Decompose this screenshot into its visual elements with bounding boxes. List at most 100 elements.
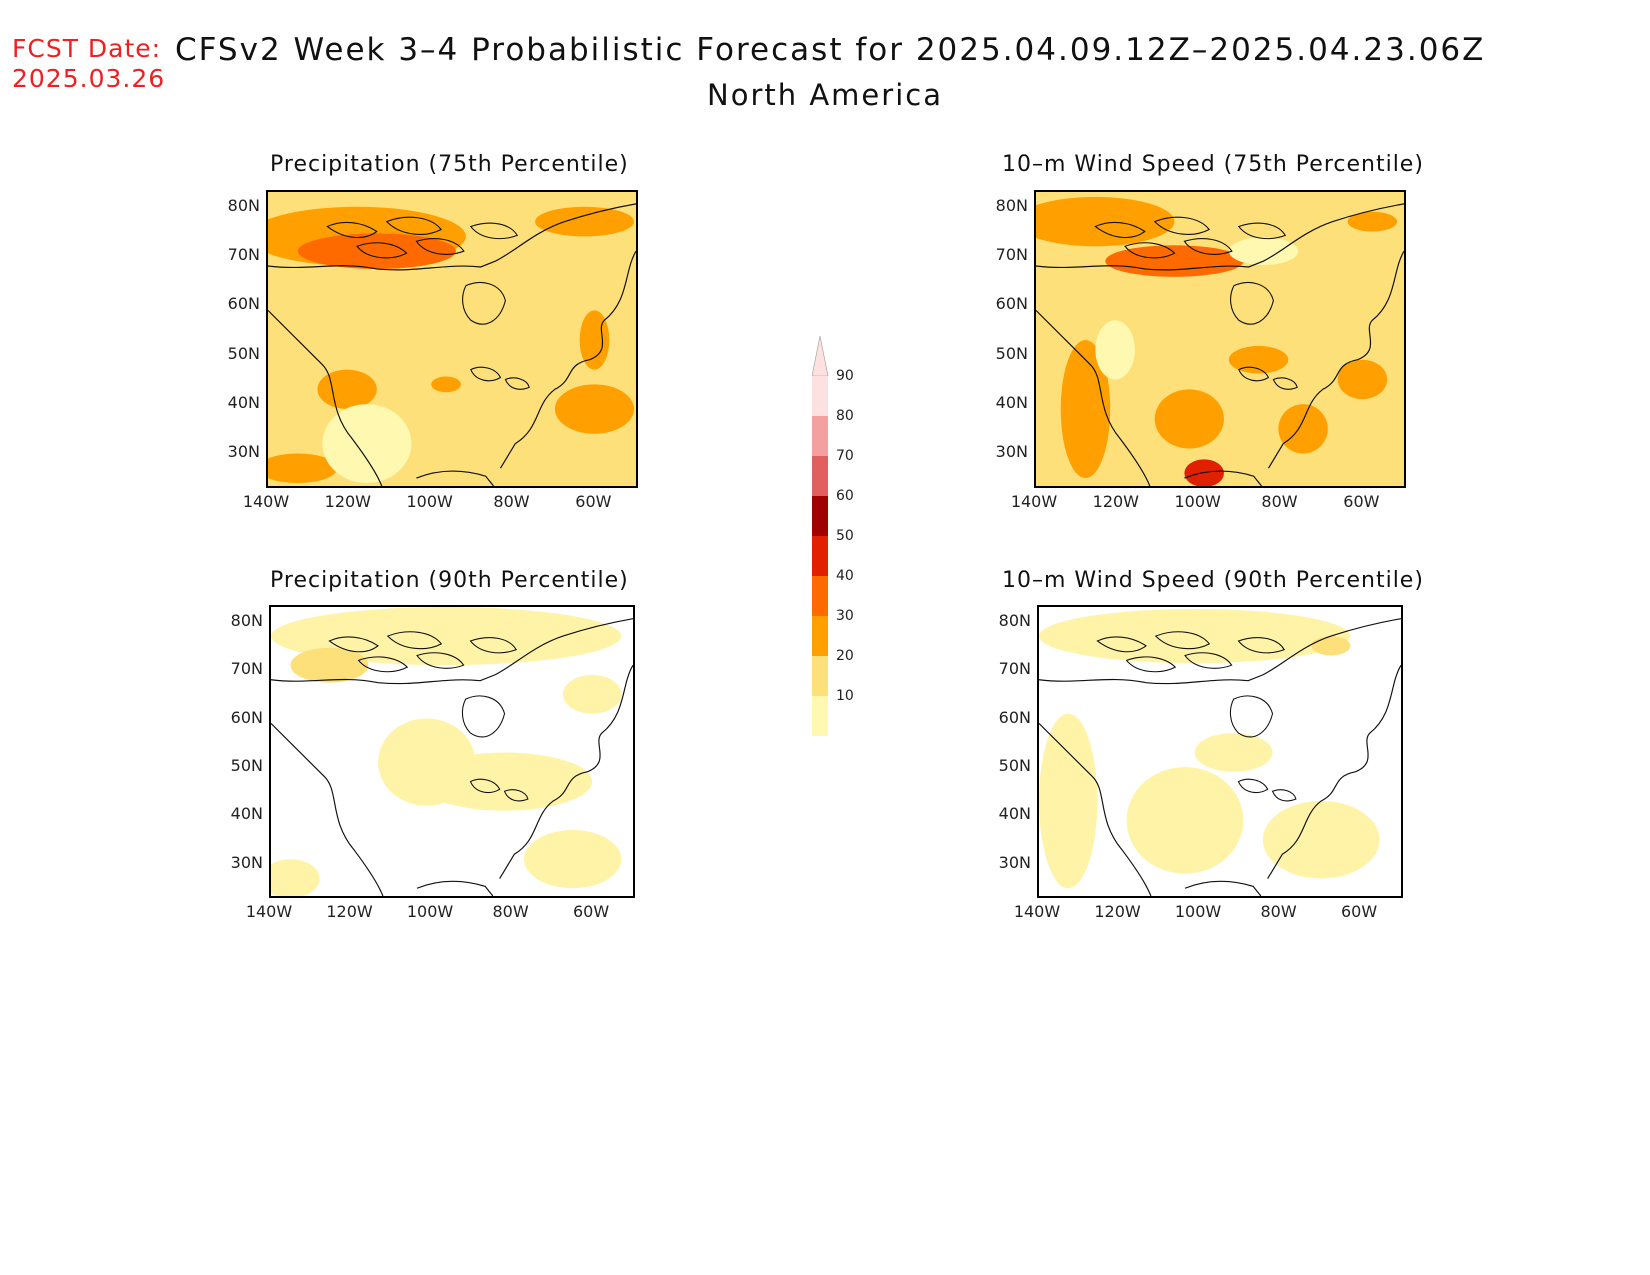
shading-region (290, 647, 369, 683)
shading-region (1228, 237, 1299, 266)
coastline (268, 203, 636, 486)
landmass-outline (1094, 221, 1146, 239)
landmass-outline (1229, 695, 1274, 738)
lat-tick-label: 70N (998, 659, 1031, 679)
map-graphic (1039, 607, 1401, 896)
shading-region (1060, 339, 1111, 479)
shading-region (1194, 733, 1273, 772)
lon-tick-label: 140W (1010, 492, 1058, 511)
lon-tick-label: 60W (572, 902, 610, 921)
lon-tick-label: 100W (1174, 902, 1222, 921)
colorbar-segment (812, 376, 828, 416)
colorbar-label: 90 (836, 368, 854, 384)
shading-region (554, 384, 635, 434)
landmass-outline (1237, 637, 1286, 654)
lat-tick-label: 50N (227, 343, 260, 363)
shading-region (1228, 345, 1289, 374)
colorbar-label: 10 (836, 688, 854, 704)
landmass-outline (1183, 238, 1233, 255)
panel-title: Precipitation (90th Percentile) (270, 568, 629, 593)
shading-region (271, 859, 320, 896)
landmass-outline (357, 656, 409, 673)
landmass-outline (386, 631, 443, 650)
colorbar-segment (812, 496, 828, 536)
lat-tick-label: 60N (230, 707, 263, 727)
landmass-outline (1153, 216, 1210, 235)
lat-tick-label: 60N (998, 707, 1031, 727)
map-precip-90 (269, 605, 635, 898)
lat-tick-label: 70N (230, 659, 263, 679)
colorbar-segment (812, 696, 828, 736)
colorbar-label: 40 (836, 568, 854, 584)
shading-region (431, 376, 461, 393)
shading-region (1039, 713, 1098, 889)
colorbar-label: 60 (836, 488, 854, 504)
colorbar-segment (812, 536, 828, 576)
map-wind-75 (1034, 190, 1406, 488)
colorbar-segment (812, 656, 828, 696)
lat-tick-label: 80N (995, 196, 1028, 215)
shading-region (1154, 389, 1224, 449)
lat-tick-label: 30N (230, 852, 263, 872)
landmass-outline (328, 636, 379, 653)
shading-region (1105, 245, 1244, 277)
shading-region (1036, 196, 1175, 247)
lat-tick-label: 40N (227, 392, 260, 412)
landmass-outline (385, 216, 442, 235)
map-wind-90 (1037, 605, 1403, 898)
lat-tick-label: 30N (998, 852, 1031, 872)
landmass-outline (469, 637, 518, 654)
shading-region (562, 674, 622, 714)
coastline (1036, 203, 1404, 486)
forecast-date-label: FCST Date: (12, 34, 162, 63)
lat-tick-label: 60N (227, 294, 260, 314)
shading-region (297, 233, 456, 269)
lon-tick-label: 120W (324, 492, 371, 511)
shading-region (317, 369, 377, 410)
landmass-outline (503, 789, 529, 802)
lon-tick-label: 80W (1261, 492, 1298, 511)
map-precip-75 (266, 190, 638, 488)
lon-tick-label: 120W (326, 902, 373, 921)
lon-tick-label: 140W (242, 492, 290, 511)
landmass-outline (1271, 789, 1297, 802)
landmass-outline (461, 695, 506, 738)
lat-tick-label: 50N (995, 343, 1028, 363)
panel-title: 10–m Wind Speed (75th Percentile) (1002, 152, 1424, 177)
lat-tick-label: 30N (995, 441, 1028, 461)
shading-region (1337, 359, 1388, 400)
landmass-outline (1237, 222, 1287, 240)
shading-region (322, 404, 412, 484)
lat-tick-label: 70N (995, 245, 1028, 265)
coastline (271, 618, 633, 896)
lon-tick-label: 100W (1174, 492, 1221, 511)
shading-region (524, 830, 622, 889)
shading-region (1347, 211, 1398, 232)
colorbar (811, 335, 872, 736)
colorbar-label: 30 (836, 608, 854, 624)
lon-tick-label: 120W (1094, 902, 1141, 921)
shading-region (1262, 800, 1380, 879)
forecast-date-value: 2025.03.26 (12, 64, 166, 93)
landmass-outline (416, 652, 465, 669)
lat-tick-label: 40N (998, 804, 1031, 824)
page-title: CFSv2 Week 3–4 Probabilistic Forecast fo… (175, 32, 1486, 68)
shading-region (1311, 636, 1351, 656)
panel-title: 10–m Wind Speed (90th Percentile) (1002, 568, 1424, 593)
landmass-outline (1237, 778, 1269, 794)
landmass-outline (1096, 636, 1147, 653)
shading-region (1278, 404, 1328, 454)
shading-region (268, 453, 338, 484)
colorbar-segment (812, 616, 828, 656)
lon-tick-label: 140W (1013, 902, 1061, 921)
landmass-outline (1125, 656, 1177, 673)
forecast-date-block: FCST Date: 2025.03.26 (12, 34, 165, 94)
shading-region (1095, 320, 1135, 380)
map-graphic (1036, 192, 1404, 486)
lat-tick-label: 80N (230, 611, 263, 630)
lat-tick-label: 50N (230, 756, 263, 776)
landmass-outline (1124, 242, 1176, 259)
shading-region (535, 206, 635, 237)
colorbar-label: 70 (836, 448, 854, 464)
lon-tick-label: 140W (245, 902, 293, 921)
